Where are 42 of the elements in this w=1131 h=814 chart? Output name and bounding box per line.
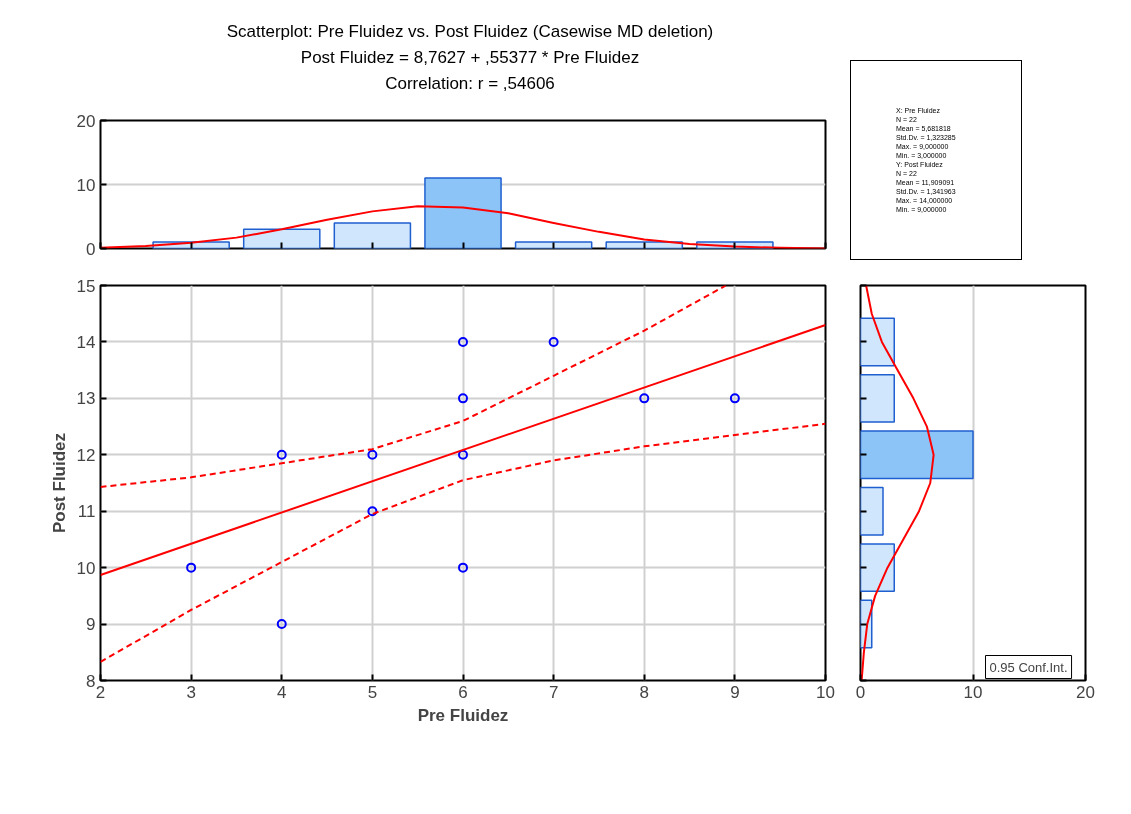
y-tick-label: 14 [76,332,96,352]
x-tick-label: 2 [95,682,106,702]
x-tick-label: 10 [963,682,983,702]
point [186,562,197,573]
y-tick-label: 0 [86,239,96,259]
y-tick-label: 20 [76,111,96,131]
point [639,393,650,404]
chart-subtitle: Post Fluidez = 8,7627 + ,55377 * Pre Fluidez [300,48,640,67]
point [458,393,468,404]
point [276,449,287,460]
text: Correlation: r = ,54606 [385,74,555,93]
y-tick-label: 13 [76,389,96,409]
x-tick-label: 10 [816,682,835,702]
x-tick-label: 8 [639,682,649,702]
y-tick-label: 11 [77,502,96,522]
x-tick-label: 7 [548,682,559,702]
line-series [100,422,826,663]
annotation: 0.95 Conf.Int. [989,659,1068,675]
x-tick-label: 6 [458,682,468,702]
x-tick-label: 20 [1076,682,1095,702]
point [367,449,378,460]
x-tick-label: 0 [855,682,866,702]
point [548,336,559,347]
x-tick-label: 5 [367,682,378,702]
y-tick-label: 15 [76,276,96,296]
y-axis-title: Post Fluidez [49,432,69,534]
y-tick-label: 9 [86,615,96,635]
x-tick-label: 9 [730,682,740,702]
point [367,506,378,517]
chart-title: Scatterplot: Pre Fluidez vs. Post Fluidez (Casewise MD deletion) [226,22,714,41]
point [458,336,468,347]
y-tick-label: 12 [76,445,96,465]
point [458,449,468,460]
point [458,562,468,573]
point [729,393,740,404]
point [276,619,287,630]
line-series [100,285,727,488]
x-tick-label: 4 [277,682,287,702]
x-axis-title: Pre Fluidez [417,705,509,725]
y-tick-label: 10 [76,175,96,195]
y-tick-label: 10 [76,558,96,578]
x-tick-label: 3 [186,682,196,702]
